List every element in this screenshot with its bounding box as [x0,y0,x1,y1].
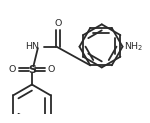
Text: S: S [28,65,36,75]
Text: HN: HN [25,42,39,51]
Text: O: O [9,65,16,74]
Text: O: O [48,65,55,74]
Text: NH$_2$: NH$_2$ [124,40,143,53]
Text: O: O [54,19,62,28]
